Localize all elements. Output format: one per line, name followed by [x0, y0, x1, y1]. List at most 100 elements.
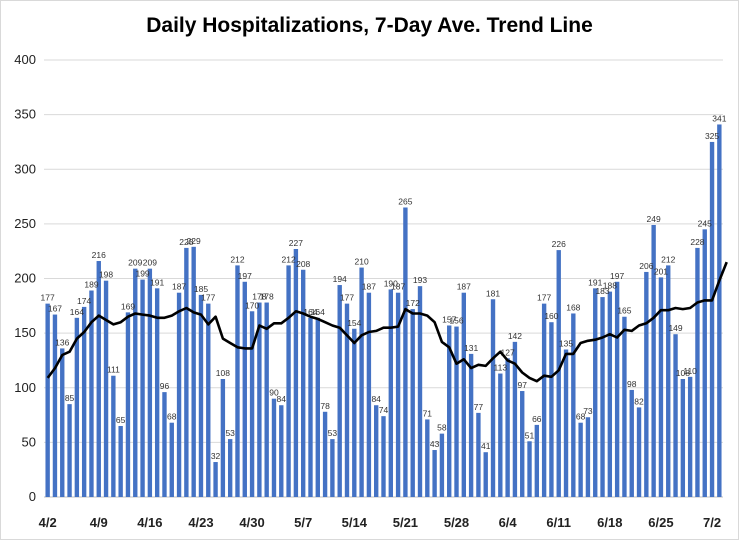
data-label: 149	[668, 323, 682, 333]
data-label: 193	[413, 275, 427, 285]
bar	[235, 265, 240, 497]
data-label: 160	[544, 311, 558, 321]
bar	[527, 441, 532, 497]
bar	[520, 391, 525, 497]
x-tick-label: 6/11	[546, 515, 571, 530]
bar	[286, 265, 291, 497]
data-label: 136	[55, 337, 69, 347]
bar	[425, 419, 430, 497]
data-label: 108	[216, 368, 230, 378]
data-label: 227	[289, 238, 303, 248]
data-label: 53	[225, 428, 235, 438]
bar	[658, 277, 664, 497]
bar	[322, 411, 328, 497]
data-label: 82	[634, 396, 644, 406]
bar	[571, 313, 576, 497]
data-label: 187	[172, 282, 186, 292]
bar	[585, 417, 591, 497]
data-label: 245	[698, 218, 712, 228]
data-label: 113	[494, 363, 508, 373]
data-label: 142	[508, 331, 522, 341]
data-label: 78	[320, 401, 330, 411]
data-label: 156	[449, 316, 463, 326]
data-label: 249	[647, 214, 661, 224]
data-label: 85	[65, 393, 75, 403]
bar	[67, 404, 72, 497]
bar	[614, 281, 620, 497]
data-label: 181	[486, 288, 500, 298]
bar	[498, 373, 503, 497]
bar	[549, 322, 554, 497]
bar	[293, 249, 299, 497]
bar	[330, 439, 335, 497]
bar	[227, 439, 233, 497]
bar	[359, 267, 364, 497]
data-label: 164	[311, 307, 325, 317]
x-tick-label: 5/21	[393, 515, 418, 530]
bar	[417, 286, 423, 497]
bar	[395, 292, 401, 497]
data-label: 199	[135, 269, 149, 279]
data-label: 187	[362, 282, 376, 292]
x-tick-label: 4/9	[90, 515, 108, 530]
bar	[315, 317, 320, 497]
bar	[74, 317, 80, 497]
y-tick-label: 400	[14, 52, 36, 67]
bar	[541, 303, 547, 497]
bar	[176, 292, 182, 497]
bar	[271, 398, 277, 497]
data-label: 41	[481, 441, 491, 451]
bar	[308, 317, 313, 497]
bar	[439, 433, 445, 497]
bar	[337, 285, 342, 497]
data-label: 71	[423, 408, 433, 418]
x-tick-label: 4/16	[137, 515, 162, 530]
y-tick-label: 350	[14, 107, 36, 122]
data-label: 212	[661, 254, 675, 264]
data-label: 174	[77, 296, 91, 306]
bar	[593, 288, 598, 497]
bar	[563, 349, 569, 497]
data-label: 68	[167, 412, 177, 422]
data-label: 216	[92, 250, 106, 260]
bar	[279, 405, 284, 497]
data-label: 177	[41, 293, 55, 303]
data-label: 58	[437, 423, 447, 433]
bar	[60, 348, 65, 497]
bar	[600, 297, 605, 497]
x-tick-label: 6/18	[597, 515, 622, 530]
data-label: 165	[617, 306, 631, 316]
x-tick-label: 6/4	[499, 515, 518, 530]
bar	[644, 271, 649, 497]
data-label: 111	[107, 365, 120, 375]
data-label: 188	[603, 281, 617, 291]
bar	[169, 422, 174, 497]
data-label: 177	[340, 293, 354, 303]
data-label: 172	[406, 298, 420, 308]
data-label: 53	[328, 428, 338, 438]
data-label: 169	[121, 301, 135, 311]
bar	[607, 291, 613, 497]
data-label: 127	[501, 347, 515, 357]
bar	[461, 292, 467, 497]
data-label: 167	[48, 304, 62, 314]
bar	[257, 302, 262, 497]
bar	[388, 289, 393, 497]
y-tick-label: 0	[29, 489, 36, 504]
data-label: 265	[398, 196, 412, 206]
data-label: 65	[116, 415, 126, 425]
x-tick-label: 4/2	[39, 515, 57, 530]
data-label: 190	[384, 278, 398, 288]
bar	[709, 141, 715, 497]
bar	[622, 316, 627, 497]
bar	[680, 379, 686, 497]
bar	[133, 268, 138, 497]
bar	[695, 247, 700, 497]
trend-line	[46, 261, 728, 383]
x-tick-label: 6/25	[648, 515, 673, 530]
data-label: 191	[588, 277, 602, 287]
data-label: 209	[143, 258, 157, 268]
bar	[154, 288, 160, 497]
bar	[410, 309, 415, 497]
bar	[352, 328, 357, 497]
